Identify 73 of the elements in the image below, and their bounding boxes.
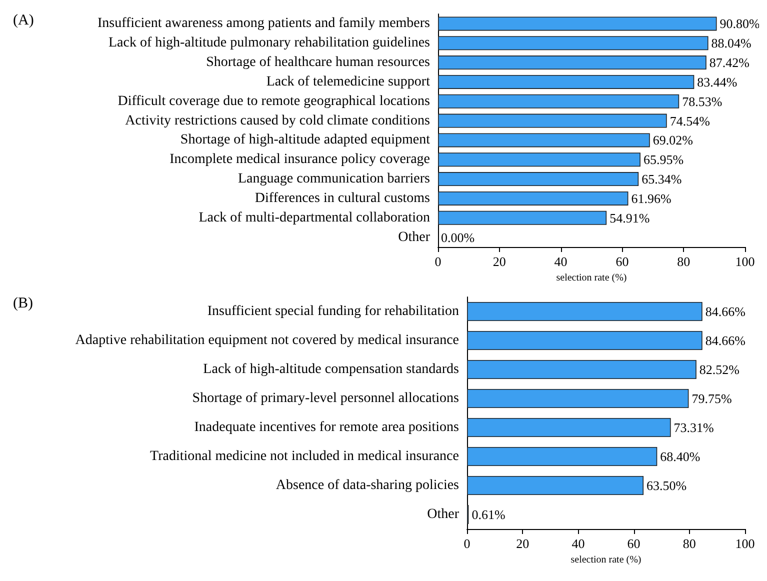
x-tick-label: 60 (627, 536, 640, 551)
y-tick-label: Inadequate incentives for remote area positions (194, 420, 459, 435)
bar (467, 331, 702, 350)
data-label: 87.42% (709, 55, 750, 70)
y-tick-label: Activity restrictions caused by cold climate conditions (125, 113, 430, 128)
data-label: 65.34% (642, 172, 682, 187)
data-label: 79.75% (692, 391, 732, 406)
x-axis-title: selection rate (%) (556, 272, 627, 284)
bar (467, 418, 671, 437)
x-tick-label: 60 (616, 254, 629, 269)
bar (438, 74, 694, 89)
bar (438, 16, 717, 31)
data-label: 84.66% (705, 304, 746, 319)
data-label: 0.61% (472, 507, 506, 522)
x-tick-label: 100 (735, 254, 755, 269)
y-tick-label: Lack of high-altitude pulmonary rehabilitation guidelines (108, 36, 430, 51)
x-tick-label: 80 (682, 536, 696, 551)
x-tick-label: 40 (572, 536, 585, 551)
data-label: 88.04% (711, 36, 752, 51)
y-tick-label: Absence of data-sharing policies (276, 478, 459, 493)
x-tick-label: 20 (492, 254, 506, 269)
bar (438, 210, 607, 225)
y-tick-label: Language communication barriers (238, 172, 430, 187)
data-label: 68.40% (660, 449, 700, 464)
bar (467, 302, 702, 321)
bar (438, 172, 639, 186)
y-tick-label: Insufficient awareness among patients and family members (97, 16, 430, 32)
data-label: 63.50% (646, 478, 687, 493)
bar (438, 114, 667, 128)
y-tick-label: Shortage of high-altitude adapted equipment (180, 132, 430, 148)
y-tick-label: Shortage of healthcare human resources (206, 55, 430, 70)
text: (A) (13, 12, 34, 28)
bar (467, 447, 658, 466)
x-axis-title: selection rate (%) (570, 554, 642, 566)
y-tick-label: Incomplete medical insurance policy coverage (170, 152, 430, 168)
x-tick-label: 80 (677, 254, 690, 269)
y-tick-label: Lack of high-altitude compensation standards (203, 362, 459, 377)
bar (438, 152, 640, 167)
y-tick-label: Shortage of primary-level personnel allocations (192, 391, 459, 406)
bar (438, 94, 680, 108)
data-label: 54.91% (610, 210, 650, 226)
y-tick-label: Differences in cultural customs (254, 190, 430, 206)
bar (467, 476, 644, 495)
x-tick-label: 100 (735, 536, 755, 551)
bar (438, 191, 628, 206)
x-tick-label: 40 (554, 254, 568, 269)
data-label: 83.44% (697, 74, 738, 90)
y-tick-label: Other (398, 230, 430, 245)
data-label: 82.52% (699, 362, 740, 377)
bar (438, 36, 708, 50)
bar (438, 56, 706, 70)
x-tick-label: 0 (464, 536, 470, 551)
data-label: 69.02% (652, 132, 694, 148)
data-label: 78.53% (682, 94, 722, 109)
y-tick-label: Lack of telemedicine support (266, 74, 430, 90)
bar (467, 389, 689, 408)
text: (B) (13, 296, 33, 312)
data-label: 61.96% (631, 190, 672, 206)
y-tick-label: Insufficient special funding for rehabilitation (207, 304, 459, 319)
y-tick-label: Adaptive rehabilitation equipment not covered by medical insurance (75, 333, 459, 348)
x-tick-label: 20 (516, 536, 530, 551)
bar (467, 360, 696, 379)
y-tick-label: Other (427, 507, 460, 522)
y-tick-label: Lack of multi-departmental collaboration (198, 210, 430, 226)
data-label: 0.00% (441, 230, 475, 245)
data-label: 65.95% (643, 152, 684, 168)
bar (438, 133, 650, 148)
y-tick-label: Traditional medicine not included in medical insurance (150, 449, 459, 464)
data-label: 74.54% (670, 113, 710, 128)
data-label: 73.31% (674, 420, 714, 435)
data-label: 84.66% (705, 333, 746, 348)
y-tick-label: Difficult coverage due to remote geographical locations (118, 94, 430, 109)
x-tick-label: 0 (434, 254, 442, 269)
